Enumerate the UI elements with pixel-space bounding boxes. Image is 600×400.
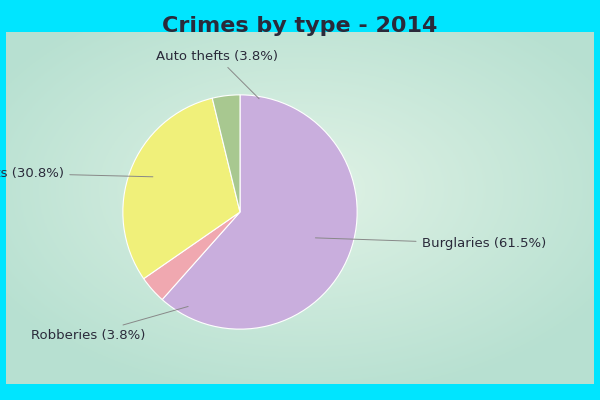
Wedge shape — [123, 98, 240, 279]
Wedge shape — [143, 212, 240, 300]
Text: Thefts (30.8%): Thefts (30.8%) — [0, 167, 153, 180]
Wedge shape — [162, 95, 357, 329]
Text: @City-Data.com: @City-Data.com — [469, 65, 570, 78]
Wedge shape — [212, 95, 240, 212]
Text: Auto thefts (3.8%): Auto thefts (3.8%) — [155, 50, 278, 99]
Text: Robberies (3.8%): Robberies (3.8%) — [31, 306, 188, 342]
Text: Crimes by type - 2014: Crimes by type - 2014 — [163, 16, 437, 36]
Text: Burglaries (61.5%): Burglaries (61.5%) — [316, 237, 546, 250]
